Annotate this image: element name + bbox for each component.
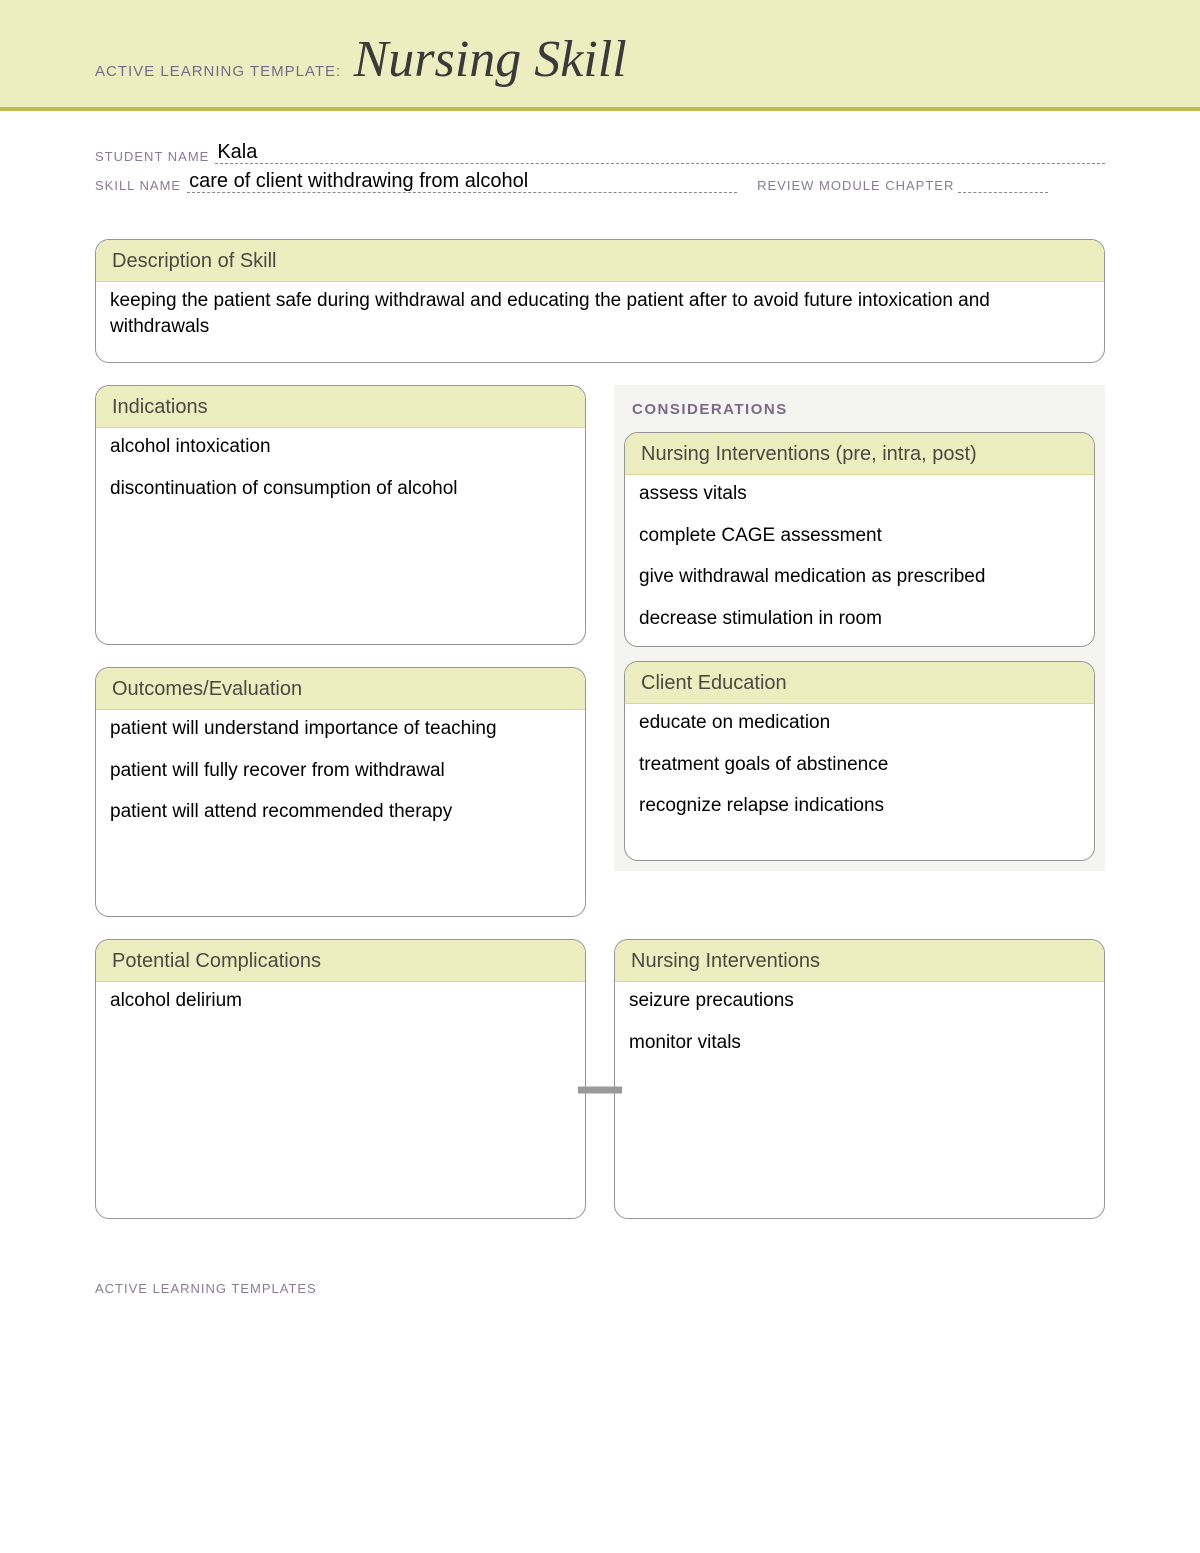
interventions2-item: seizure precautions <box>629 988 1090 1014</box>
header-band: ACTIVE LEARNING TEMPLATE: Nursing Skill <box>0 0 1200 111</box>
nursing-interventions-box: Nursing Interventions seizure precaution… <box>614 939 1105 1219</box>
considerations-title: CONSIDERATIONS <box>624 385 1095 432</box>
nursing-interventions-pre-heading: Nursing Interventions (pre, intra, post) <box>625 433 1094 475</box>
indications-item: alcohol intoxication <box>110 434 571 460</box>
content-area: Description of Skill keeping the patient… <box>0 209 1200 1281</box>
interventions2-item: monitor vitals <box>629 1030 1090 1056</box>
header-title: Nursing Skill <box>354 30 627 89</box>
outcomes-item: patient will fully recover from withdraw… <box>110 758 571 784</box>
student-name-label: STUDENT NAME <box>95 149 209 164</box>
client-education-item: treatment goals of abstinence <box>639 752 1080 778</box>
info-block: STUDENT NAME Kala SKILL NAME care of cli… <box>0 111 1200 209</box>
considerations-panel: CONSIDERATIONS Nursing Interventions (pr… <box>614 385 1105 871</box>
skill-name-value: care of client withdrawing from alcohol <box>187 170 737 193</box>
complications-item: alcohol delirium <box>110 988 571 1014</box>
description-box: Description of Skill keeping the patient… <box>95 239 1105 363</box>
indications-box: Indications alcohol intoxication discont… <box>95 385 586 645</box>
review-chapter-value <box>958 177 1048 193</box>
outcomes-item: patient will attend recommended therapy <box>110 799 571 825</box>
interventions1-item: assess vitals <box>639 481 1080 507</box>
outcomes-heading: Outcomes/Evaluation <box>96 668 585 710</box>
interventions1-item: complete CAGE assessment <box>639 523 1080 549</box>
description-heading: Description of Skill <box>96 240 1104 282</box>
client-education-item: educate on medication <box>639 710 1080 736</box>
client-education-heading: Client Education <box>625 662 1094 704</box>
skill-name-label: SKILL NAME <box>95 178 181 193</box>
review-chapter-label: REVIEW MODULE CHAPTER <box>757 178 954 193</box>
indications-heading: Indications <box>96 386 585 428</box>
nursing-interventions-pre-box: Nursing Interventions (pre, intra, post)… <box>624 432 1095 647</box>
interventions1-item: give withdrawal medication as prescribed <box>639 564 1080 590</box>
client-education-item: recognize relapse indications <box>639 793 1080 819</box>
complications-box: Potential Complications alcohol delirium <box>95 939 586 1219</box>
description-body: keeping the patient safe during withdraw… <box>110 288 1090 339</box>
outcomes-item: patient will understand importance of te… <box>110 716 571 742</box>
interventions1-item: decrease stimulation in room <box>639 606 1080 632</box>
header-prefix: ACTIVE LEARNING TEMPLATE: <box>95 63 341 80</box>
nursing-interventions-heading: Nursing Interventions <box>615 940 1104 982</box>
complications-heading: Potential Complications <box>96 940 585 982</box>
client-education-box: Client Education educate on medication t… <box>624 661 1095 861</box>
student-name-value: Kala <box>215 141 1105 164</box>
connector-bar <box>578 1087 622 1094</box>
footer-text: ACTIVE LEARNING TEMPLATES <box>0 1281 1200 1320</box>
outcomes-box: Outcomes/Evaluation patient will underst… <box>95 667 586 917</box>
bottom-row: Potential Complications alcohol delirium… <box>95 939 1105 1241</box>
indications-item: discontinuation of consumption of alcoho… <box>110 476 571 502</box>
